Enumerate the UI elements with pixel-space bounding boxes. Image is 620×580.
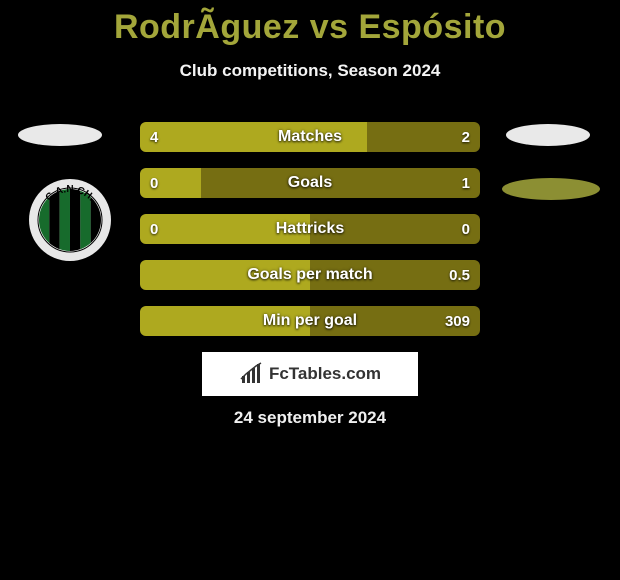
stat-label: Hattricks xyxy=(140,214,480,244)
stat-row: Matches4 2 xyxy=(140,122,480,152)
stat-row: Min per goal309 xyxy=(140,306,480,336)
stat-label: Min per goal xyxy=(140,306,480,336)
stat-value-left: 0 xyxy=(150,168,158,198)
player-right-avatar-placeholder xyxy=(506,124,590,146)
date-line: 24 september 2024 xyxy=(0,408,620,428)
brand-box: FcTables.com xyxy=(202,352,418,396)
stat-value-right: 309 xyxy=(445,306,470,336)
player-left-club-badge: C.A.N.CH. xyxy=(28,178,112,262)
brand-text: FcTables.com xyxy=(269,364,381,384)
brand-icon xyxy=(239,362,263,386)
stat-value-left: 4 xyxy=(150,122,158,152)
stat-value-right: 0.5 xyxy=(449,260,470,290)
player-right-club-placeholder xyxy=(502,178,600,200)
stat-value-left: 0 xyxy=(150,214,158,244)
stat-value-right: 2 xyxy=(462,122,470,152)
stat-row: Goals0 1 xyxy=(140,168,480,198)
comparison-chart: Matches42Goals01Hattricks00Goals per mat… xyxy=(140,122,480,352)
subtitle: Club competitions, Season 2024 xyxy=(0,61,620,81)
stat-label: Goals xyxy=(140,168,480,198)
player-left-avatar-placeholder xyxy=(18,124,102,146)
stat-label: Goals per match xyxy=(140,260,480,290)
stat-row: Goals per match0.5 xyxy=(140,260,480,290)
page-title: RodrÃ­guez vs Espósito xyxy=(0,0,620,47)
stat-value-right: 0 xyxy=(462,214,470,244)
stat-value-right: 1 xyxy=(462,168,470,198)
stat-label: Matches xyxy=(140,122,480,152)
stat-row: Hattricks0 0 xyxy=(140,214,480,244)
